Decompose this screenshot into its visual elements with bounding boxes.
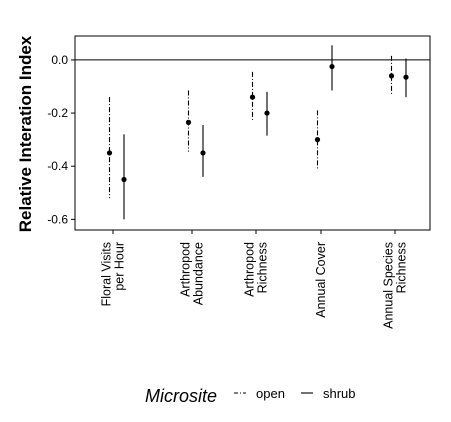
shrub-mean-point [329,63,335,70]
x-tick-label: Arthropod [179,242,193,297]
open-mean-point [388,73,395,79]
open-mean-point [185,119,192,125]
y-tick-label: 0.0 [51,53,68,67]
x-tick-label: Richness [395,242,409,293]
plot-area: 0.0 -0.2 -0.4 -0.6 Floral Visits per Hour Arth… [47,45,430,329]
x-tick-label: per Hour [113,242,127,291]
x-tick-label: Arthropod [243,242,257,297]
open-mean-point [314,137,321,143]
y-tick-label: -0.2 [47,106,68,120]
x-tick-label: Abundance [192,242,206,305]
y-tick-label: -0.4 [47,159,68,173]
legend-label-open: open [256,386,285,401]
y-tick-label: -0.6 [47,212,68,226]
open-mean-point [106,150,113,156]
legend-title: Microsite [145,386,217,406]
shrub-mean-point [403,74,409,80]
legend-label-shrub: shrub [323,386,356,401]
x-tick-label: Richness [256,242,270,293]
y-axis-label: Relative Interation Index [16,35,35,232]
x-tick-label: Annual Cover [314,242,328,318]
shrub-mean-point [264,110,270,116]
x-tick-label: Floral Visits [100,242,114,306]
legend: Microsite open shrub [145,386,356,406]
shrub-mean-point [200,150,206,156]
plot-panel [74,35,431,231]
shrub-mean-point [121,176,127,183]
x-tick-label: Annual Species [382,242,396,329]
open-mean-point [249,94,256,100]
